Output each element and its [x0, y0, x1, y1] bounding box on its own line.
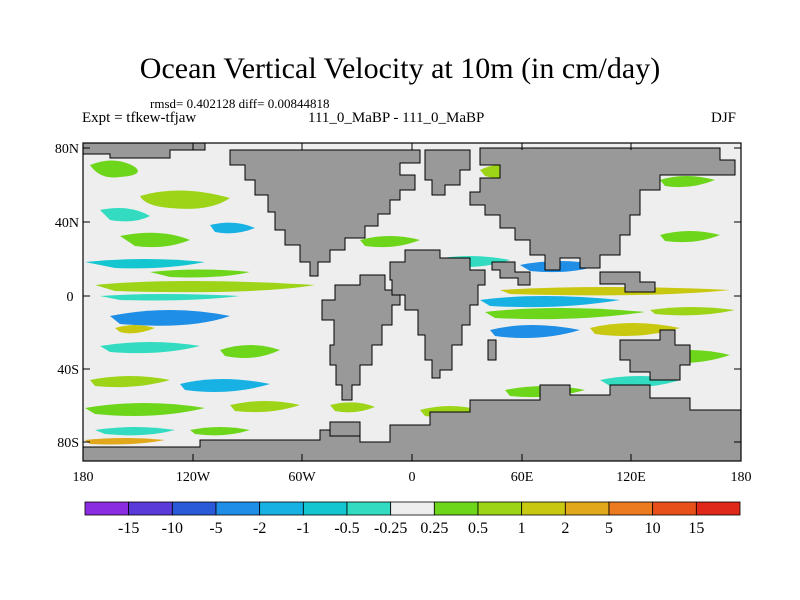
velocity-patch	[120, 232, 190, 248]
velocity-patch	[85, 259, 205, 269]
land-australia	[619, 329, 691, 381]
colorbar-box	[128, 501, 173, 516]
velocity-patch	[590, 323, 680, 336]
land-eurasia	[469, 147, 736, 271]
colorbar-box	[652, 501, 697, 516]
lat-tick-label: 0	[67, 290, 74, 305]
velocity-patch	[360, 236, 420, 248]
colorbar-label: -1	[297, 520, 310, 537]
velocity-patch	[210, 222, 255, 234]
colorbar-box	[433, 501, 479, 516]
velocity-patch	[660, 176, 715, 188]
velocity-patch	[115, 325, 155, 334]
colorbar-box	[171, 501, 217, 516]
land-north-america	[229, 149, 421, 277]
colorbar-box	[259, 501, 304, 516]
colorbar-label: 2	[561, 520, 569, 537]
colorbar-label: 0.25	[420, 520, 448, 537]
velocity-patch	[490, 325, 580, 338]
velocity-patch	[330, 402, 375, 413]
land-madagascar	[487, 339, 497, 361]
lon-tick-label: 180	[73, 470, 94, 485]
colorbar-box	[695, 501, 741, 516]
land-arctic-west	[82, 142, 206, 159]
velocity-patch	[190, 427, 250, 436]
colorbar-box	[390, 501, 435, 516]
lon-tick-label: 120W	[176, 470, 211, 485]
land-antarctic-peninsula	[329, 421, 361, 437]
land-africa	[389, 249, 486, 379]
colorbar-label: -10	[162, 520, 183, 537]
colorbar-box	[521, 501, 566, 516]
velocity-patch	[100, 208, 150, 222]
velocity-patch	[500, 287, 730, 296]
velocity-patch	[100, 294, 240, 301]
velocity-patch	[140, 190, 230, 209]
colorbar-label: 1	[518, 520, 526, 537]
land-india	[491, 261, 531, 286]
lon-tick-label: 0	[409, 470, 416, 485]
colorbar: -15 -10 -5 -2 -1 -0.5 -0.25 0.25 0.5 1 2 5 10 15	[84, 501, 741, 537]
lat-tick-label: 40S	[57, 363, 79, 378]
map-panel: 80N 40N 0 40S 80S 180 120W 60W 0 60E 120…	[55, 142, 752, 485]
lon-tick-label: 60W	[288, 470, 316, 485]
lat-tick-label: 80S	[57, 436, 79, 451]
velocity-patch	[90, 160, 138, 178]
runs-label: 111_0_MaBP - 111_0_MaBP	[308, 110, 485, 126]
lat-tick-label: 80N	[55, 142, 79, 157]
velocity-patch	[95, 427, 175, 436]
velocity-patch	[180, 379, 270, 392]
velocity-patch	[650, 307, 735, 316]
velocity-patch	[220, 345, 280, 358]
colorbar-label: -5	[209, 520, 222, 537]
colorbar-label: 5	[605, 520, 613, 537]
colorbar-box	[215, 501, 261, 516]
colorbar-label: -2	[253, 520, 266, 537]
colorbar-label: 0.5	[468, 520, 488, 537]
colorbar-box	[84, 501, 130, 516]
season-label: DJF	[711, 110, 737, 126]
colorbar-label: -15	[118, 520, 139, 537]
colorbar-label: 15	[688, 520, 704, 537]
velocity-patch	[110, 310, 230, 326]
colorbar-box	[346, 501, 392, 516]
colorbar-box	[477, 501, 523, 516]
colorbar-box	[564, 501, 610, 516]
stats-text: rmsd= 0.402128 diff= 0.00844818	[150, 96, 330, 111]
axis-ticks	[83, 143, 741, 461]
lon-tick-label: 120E	[616, 470, 646, 485]
velocity-patch	[90, 376, 170, 388]
velocity-patch	[85, 403, 205, 416]
land-se-asia	[599, 271, 656, 293]
land-greenland	[424, 149, 471, 196]
velocity-patch	[100, 342, 200, 354]
colorbar-box	[302, 501, 348, 516]
lon-tick-label: 60E	[511, 470, 534, 485]
lon-tick-label: 180	[731, 470, 752, 485]
lat-tick-label: 40N	[55, 216, 79, 231]
velocity-patch	[480, 296, 620, 308]
velocity-patch	[485, 308, 645, 320]
colorbar-box	[608, 501, 654, 516]
experiment-label: Expt = tfkew-tfjaw	[82, 110, 197, 126]
land-masses	[82, 142, 742, 462]
colorbar-label: -0.25	[374, 520, 407, 537]
colorbar-label: -0.5	[334, 520, 359, 537]
velocity-patch	[150, 269, 250, 278]
plot-title: Ocean Vertical Velocity at 10m (in cm/da…	[139, 52, 661, 85]
velocity-patch	[660, 231, 720, 243]
velocity-patch	[95, 281, 315, 293]
velocity-patch	[85, 438, 165, 445]
colorbar-label: 10	[645, 520, 661, 537]
velocity-patch	[230, 401, 300, 413]
